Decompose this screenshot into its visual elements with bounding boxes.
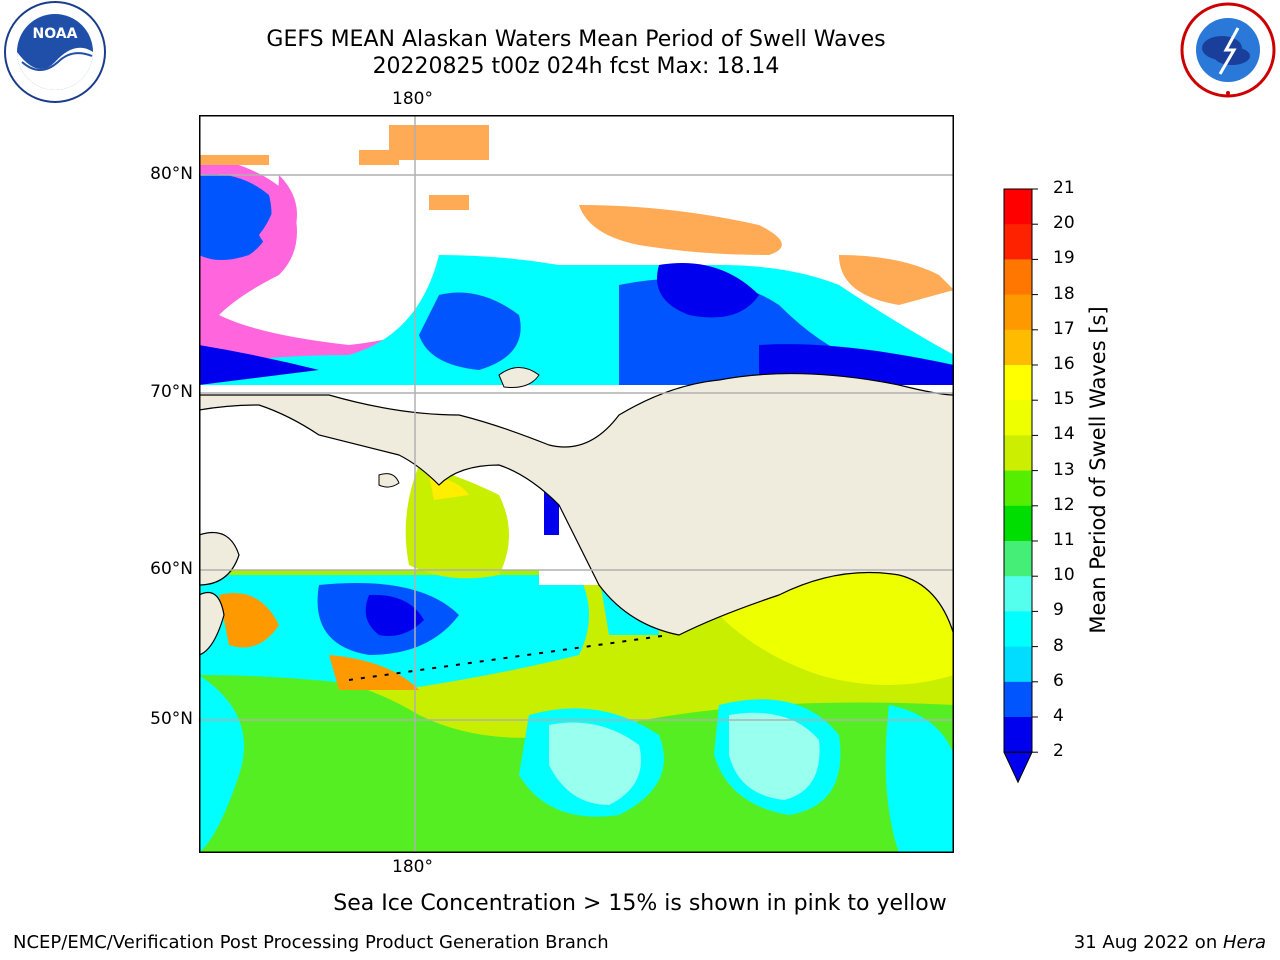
colorbar-tick-label: 2 [1053, 741, 1064, 762]
caption: Sea Ice Concentration > 15% is shown in … [333, 891, 947, 916]
arctic-ice-edge-west [199, 155, 269, 165]
forecast-map [199, 115, 954, 853]
colorbar-segment [1004, 681, 1032, 718]
colorbar-segment [1004, 189, 1032, 225]
colorbar-segment [1004, 611, 1032, 648]
pacific-cyan-far-east [885, 705, 954, 853]
arctic-ice-orange-4 [579, 205, 782, 255]
lat-label-60n: 60°N [150, 559, 193, 579]
land-st-lawrence [378, 473, 400, 488]
arctic-blue-mid [419, 292, 521, 370]
arctic-darkblue-west [199, 345, 319, 385]
colorbar-segment [1004, 259, 1032, 296]
colorbar-tick-label: 21 [1053, 178, 1075, 198]
footer-date-text: 31 Aug 2022 on [1073, 932, 1223, 953]
bering-orange-west [219, 593, 279, 648]
colorbar-tick-label: 13 [1053, 459, 1075, 480]
colorbar-segment [1004, 505, 1032, 542]
colorbar-tick-label: 6 [1053, 670, 1064, 691]
arctic-pink-west [259, 175, 297, 249]
arctic-ice-orange-2 [359, 150, 399, 165]
map-frame [199, 115, 954, 853]
colorbar-segment [1004, 329, 1032, 366]
colorbar-tick-label: 18 [1053, 283, 1075, 304]
colorbar-tick-label: 9 [1053, 600, 1064, 621]
colorbar-segment [1004, 224, 1032, 260]
land-chukotka-south [199, 531, 240, 586]
footer-date: 31 Aug 2022 on Hera [1074, 932, 1266, 953]
colorbar-tick-label: 10 [1053, 565, 1075, 586]
colorbar-segment [1004, 576, 1032, 612]
arctic-darkblue-1 [657, 263, 759, 318]
colorbar-tick-label: 17 [1053, 318, 1075, 339]
noaa-logo-text: NOAA [33, 26, 78, 42]
land-kamchatka [199, 591, 225, 656]
colorbar-tick-label: 8 [1053, 635, 1064, 656]
chart-title: GEFS MEAN Alaskan Waters Mean Period of … [266, 27, 886, 52]
gulf-alaska-yellow [719, 570, 954, 685]
colorbar-segment [1004, 365, 1032, 401]
pacific-lightcyan-east [729, 712, 820, 800]
arctic-ice-orange-5 [839, 255, 954, 305]
footer-host: Hera [1222, 932, 1266, 953]
nws-logo [1180, 2, 1276, 98]
chart-subtitle: 20220825 t00z 024h fcst Max: 18.14 [372, 54, 780, 79]
land-wrangel-island [498, 367, 540, 388]
arctic-ice-orange-1 [389, 125, 489, 160]
noaa-logo: NOAA [4, 1, 106, 103]
colorbar-segment [1004, 435, 1032, 472]
footer-credit: NCEP/EMC/Verification Post Processing Pr… [13, 932, 609, 953]
lat-label-70n: 70°N [150, 382, 193, 402]
colorbar-segment [1004, 717, 1032, 753]
lat-label-80n: 80°N [150, 164, 193, 184]
colorbar-tick-label: 20 [1053, 213, 1075, 234]
lon-label-bottom: 180° [392, 857, 433, 877]
colorbar [1003, 188, 1038, 784]
colorbar-tick-label: 12 [1053, 494, 1075, 515]
bering-darkblue [365, 594, 424, 636]
colorbar-tick-label: 19 [1053, 248, 1075, 269]
colorbar-segment [1004, 400, 1032, 436]
colorbar-segment [1004, 646, 1032, 683]
arctic-blue-west [199, 174, 272, 260]
lon-label-top: 180° [392, 89, 433, 109]
colorbar-tick-label: 11 [1053, 530, 1075, 550]
pacific-lightcyan-mid [549, 722, 641, 805]
bering-orange-south [329, 655, 419, 690]
colorbar-tick-label: 14 [1053, 424, 1075, 445]
colorbar-extend-arrow [1003, 751, 1033, 784]
arctic-ice-orange-3 [429, 195, 469, 210]
lat-label-50n: 50°N [150, 709, 193, 729]
bering-north-yellowgreen [405, 465, 509, 579]
colorbar-segment [1004, 470, 1032, 507]
colorbar-tick-label: 16 [1053, 354, 1075, 374]
colorbar-segment [1004, 294, 1032, 331]
colorbar-title: Mean Period of Swell Waves [s] [1086, 306, 1110, 634]
colorbar-segment [1004, 541, 1032, 577]
colorbar-tick-label: 15 [1053, 389, 1075, 410]
colorbar-tick-label: 4 [1053, 706, 1064, 726]
